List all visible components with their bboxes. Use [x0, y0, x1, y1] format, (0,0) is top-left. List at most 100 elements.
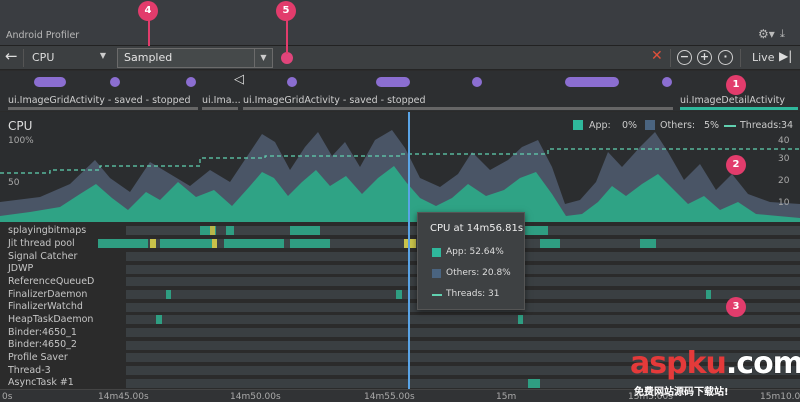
touch-event-marker[interactable]: [565, 77, 619, 87]
activity-bar-active: [680, 107, 798, 110]
minimize-icon[interactable]: ⤓: [780, 27, 785, 40]
thread-running-segment: [224, 239, 284, 248]
time-tick: 15m10.0: [760, 392, 800, 402]
thread-name[interactable]: ReferenceQueueD: [8, 276, 95, 287]
touch-event-marker[interactable]: [376, 77, 410, 87]
chevron-down-icon[interactable]: ▼: [254, 49, 272, 67]
skip-to-end-icon[interactable]: ▶|: [779, 49, 793, 63]
thread-name[interactable]: Profile Saver: [8, 352, 68, 363]
callout-badge: 4: [138, 1, 158, 21]
legend-others-value: 5%: [704, 120, 720, 131]
thread-running-segment: [156, 315, 162, 324]
cpu-label: CPU: [8, 119, 33, 133]
thread-running-segment: [540, 239, 560, 248]
zoom-out-icon[interactable]: −: [677, 50, 692, 65]
thread-name[interactable]: Thread-3: [8, 365, 51, 376]
gear-icon[interactable]: ⚙▾: [758, 27, 775, 41]
thread-name[interactable]: Jit thread pool: [8, 238, 75, 249]
thread-name[interactable]: Binder:4650_2: [8, 339, 77, 350]
thread-waiting-segment: [210, 226, 215, 235]
thread-name[interactable]: AsyncTask #1: [8, 377, 74, 388]
app-legend-swatch: [573, 120, 583, 130]
tooltip-others: Others: 20.8%: [446, 268, 511, 278]
watermark-suffix: .com: [725, 346, 800, 381]
legend-threads-value: 34: [781, 120, 794, 131]
close-icon[interactable]: ✕: [651, 48, 663, 64]
recording-config-select[interactable]: Sampled ▼: [117, 48, 273, 68]
window-title: Android Profiler: [6, 30, 80, 41]
back-event-icon[interactable]: ◁: [234, 72, 244, 87]
reset-zoom-icon[interactable]: ·: [718, 50, 733, 65]
thread-running-segment: [518, 315, 523, 324]
activity-label[interactable]: ui.ImageGridActivity - saved - stopped: [8, 95, 191, 106]
thread-running-segment: [166, 290, 171, 299]
thread-state-bar: [126, 328, 800, 337]
thread-running-segment: [706, 290, 711, 299]
activity-label[interactable]: ui.ImageDetailActivity: [680, 95, 785, 106]
watermark-brand: aspku: [630, 346, 727, 381]
profiler-select[interactable]: CPU ▼: [28, 49, 110, 67]
profiler-select-value: CPU: [32, 51, 55, 64]
tooltip-threads: Threads: 31: [446, 289, 500, 299]
thread-running-segment: [98, 239, 148, 248]
thread-waiting-segment: [404, 239, 416, 248]
activity-label[interactable]: ui.Ima...: [202, 95, 241, 106]
thread-state-bar: [126, 353, 800, 362]
thread-axis-tick: 10: [778, 198, 790, 208]
event-timeline: ◁ ui.ImageGridActivity - saved - stopped…: [0, 71, 800, 111]
thread-name[interactable]: Binder:4650_1: [8, 327, 77, 338]
time-tick: 15m: [496, 392, 517, 402]
thread-name[interactable]: JDWP: [8, 263, 34, 274]
watermark-logo: aspku.com: [630, 346, 800, 381]
thread-axis-tick: 30: [778, 154, 790, 164]
thread-running-segment: [520, 226, 548, 235]
time-tick: 15m5.00s: [628, 392, 673, 402]
threads-panel[interactable]: splayingbitmaps Jit thread pool Signal C…: [0, 223, 800, 390]
legend-others-name: Others:: [660, 120, 696, 131]
time-tick: 0s: [2, 392, 13, 402]
touch-event-marker[interactable]: [287, 77, 297, 87]
thread-state-bar: [126, 341, 800, 350]
activity-label[interactable]: ui.ImageGridActivity - saved - stopped: [243, 95, 426, 106]
axis-label-top: 100%: [8, 136, 34, 146]
live-button[interactable]: Live: [752, 51, 775, 64]
toolbar: ← CPU ▼ Sampled ▼ ✕ − + · Live ▶|: [0, 46, 800, 70]
thread-running-segment: [200, 226, 216, 235]
callout-badge: 1: [726, 75, 746, 95]
touch-event-marker[interactable]: [110, 77, 120, 87]
touch-event-marker[interactable]: [34, 77, 66, 87]
thread-axis-tick: 20: [778, 176, 790, 186]
thread-name[interactable]: HeapTaskDaemon: [8, 314, 94, 325]
others-legend-swatch: [645, 120, 655, 130]
legend-threads-name: Threads:: [740, 120, 782, 131]
zoom-in-icon[interactable]: +: [697, 50, 712, 65]
thread-state-bar: [126, 379, 800, 388]
divider: [670, 49, 671, 67]
watermark-tagline: 免费网站源码下载站!: [634, 387, 729, 398]
recording-config-value: Sampled: [124, 51, 173, 64]
callout-badge: 3: [726, 297, 746, 317]
touch-event-marker[interactable]: [186, 77, 196, 87]
cpu-usage-graph: [0, 130, 800, 222]
title-bar: Android Profiler ⚙▾ ⤓: [0, 0, 800, 46]
time-axis: 0s 14m45.00s 14m50.00s 14m55.00s 15m 15m…: [0, 389, 800, 402]
cpu-usage-chart[interactable]: CPU 100% 50 App: 0% Others: 5% Threads: …: [0, 112, 800, 222]
record-button[interactable]: [281, 52, 293, 64]
cpu-tooltip: CPU at 14m56.81s App: 52.64% Others: 20.…: [417, 212, 525, 310]
thread-name[interactable]: FinalizerWatchd: [8, 301, 83, 312]
tooltip-others-swatch: [432, 269, 441, 278]
back-arrow-icon[interactable]: ←: [5, 47, 18, 65]
touch-event-marker[interactable]: [662, 77, 672, 87]
activity-bar: [202, 107, 238, 110]
touch-event-marker[interactable]: [472, 77, 482, 87]
tooltip-app: App: 52.64%: [446, 247, 504, 257]
activity-bar: [243, 107, 673, 110]
time-tick: 14m55.00s: [364, 392, 415, 402]
thread-name[interactable]: Signal Catcher: [8, 251, 78, 262]
thread-running-segment: [640, 239, 656, 248]
divider: [23, 49, 24, 67]
thread-name[interactable]: splayingbitmaps: [8, 225, 87, 236]
thread-name[interactable]: FinalizerDaemon: [8, 289, 88, 300]
time-cursor[interactable]: [408, 112, 410, 389]
thread-running-segment: [290, 239, 330, 248]
